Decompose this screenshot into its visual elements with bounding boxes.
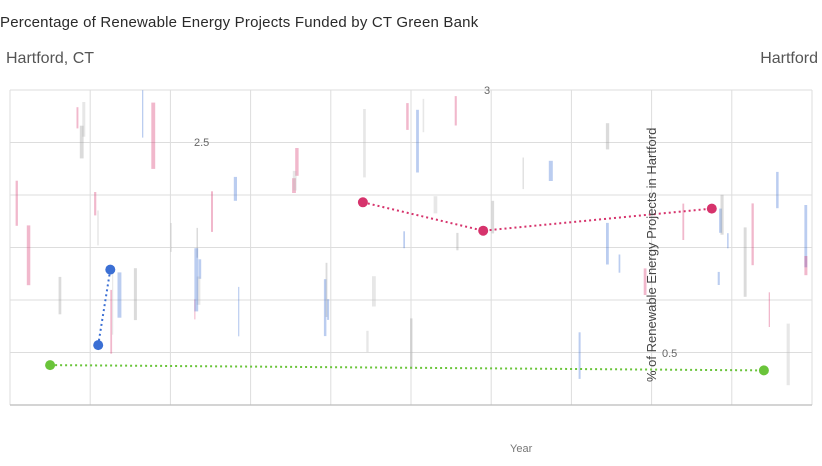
decor-stripe (717, 271, 720, 285)
decor-stripe (295, 148, 299, 176)
decor-stripe (682, 203, 685, 240)
location-label-right: Hartford (760, 50, 818, 67)
decor-stripe (743, 227, 747, 297)
decor-stripe (416, 109, 419, 173)
decor-stripe (606, 222, 609, 265)
y-axis-title: % of Renewable Energy Projects in Hartfo… (644, 128, 659, 382)
series-0-point-2[interactable] (706, 203, 717, 214)
y-tick-label-high: 2.5 (194, 137, 209, 149)
decor-stripe (58, 276, 62, 315)
series-line-2 (50, 364, 764, 372)
decor-stripe (26, 225, 31, 286)
decor-stripe (97, 210, 99, 246)
decor-stripe (238, 286, 240, 337)
decor-stripe (522, 157, 524, 190)
decor-stripe (618, 254, 621, 273)
decor-stripe (719, 208, 722, 233)
decor-stripe (456, 232, 459, 251)
series-2-point-0[interactable] (45, 360, 56, 371)
decor-stripe (804, 205, 808, 268)
decor-stripe (196, 227, 198, 258)
grid-lines (9, 89, 813, 406)
series-0-point-0[interactable] (357, 197, 368, 208)
decor-stripe (82, 102, 86, 137)
data-marks (45, 197, 769, 376)
decor-stripe (133, 268, 137, 321)
decor-stripe (548, 160, 553, 181)
x-axis-title: Year (510, 443, 533, 455)
decor-stripe (491, 200, 495, 234)
decor-stripe (768, 292, 770, 327)
decor-stripe (327, 299, 330, 320)
series-0-point-1[interactable] (478, 225, 489, 236)
decor-stripe (79, 125, 84, 159)
decor-stripe (578, 332, 581, 379)
decor-stripe (410, 318, 413, 370)
decor-stripe (433, 196, 438, 214)
decor-stripe (422, 98, 425, 133)
y-tick-label-low: 0.5 (662, 348, 677, 360)
series-line-1 (97, 269, 112, 346)
decor-stripe (720, 194, 724, 235)
decor-stripe (363, 109, 366, 178)
decor-stripe (76, 107, 79, 129)
series-2-point-1[interactable] (758, 365, 769, 376)
decor-stripe (196, 276, 201, 305)
decor-stripe (94, 192, 97, 216)
decor-stripe (366, 330, 369, 353)
decor-stripe (325, 262, 328, 317)
decor-stripe (142, 90, 144, 138)
decor-stripe (372, 276, 376, 307)
decor-stripe (804, 256, 808, 276)
decor-stripe (605, 123, 610, 150)
location-label-left: Hartford, CT (6, 50, 95, 67)
decor-stripe (198, 259, 202, 279)
decor-stripe (751, 203, 754, 266)
decor-stripe (292, 170, 297, 191)
decor-stripe (323, 279, 327, 337)
decor-bars (15, 90, 808, 386)
chart-title: Percentage of Renewable Energy Projects … (0, 14, 479, 31)
decor-stripe (292, 178, 296, 193)
decor-stripe (194, 299, 196, 320)
decor-stripe (117, 272, 122, 318)
decor-stripe (643, 268, 647, 295)
decor-stripe (233, 176, 237, 201)
decor-stripe (211, 191, 213, 232)
decor-stripe (151, 102, 156, 169)
decor-stripe (403, 231, 405, 249)
decor-stripe (727, 233, 729, 249)
decor-stripe (454, 96, 457, 126)
decor-stripe (406, 103, 409, 130)
series-1-point-1[interactable] (93, 340, 104, 351)
series-1-point-0[interactable] (105, 264, 116, 275)
decor-stripe (786, 323, 790, 386)
decor-stripe (110, 289, 113, 354)
decor-stripe (112, 273, 114, 335)
decor-stripe (194, 248, 199, 312)
decor-stripe (776, 171, 779, 209)
decor-stripe (170, 223, 172, 252)
series-line-0 (362, 201, 712, 232)
decor-stripe (15, 180, 18, 226)
top-label: 3 (484, 85, 490, 97)
